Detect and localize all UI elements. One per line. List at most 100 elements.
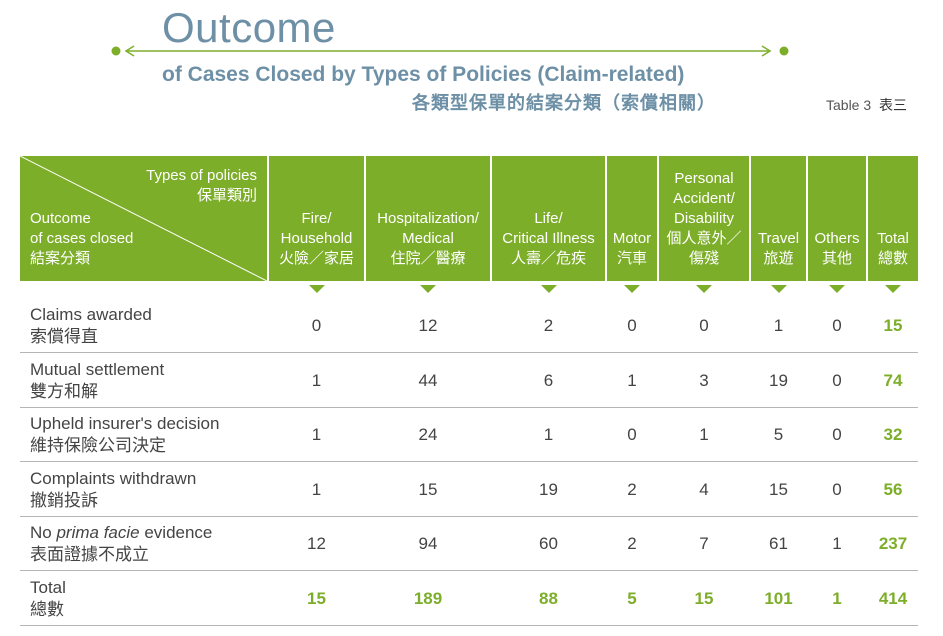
cell-fire-household: 0 [311, 316, 322, 335]
down-triangle-icon [540, 285, 557, 293]
column-header-personal-accident-zh2: 傷殘 [688, 250, 719, 267]
column-header-personal-accident-en3: Disability [673, 210, 734, 227]
cell-travel: 101 [764, 588, 793, 608]
subtitle-en: of Cases Closed by Types of Policies (Cl… [162, 63, 685, 86]
column-header-hospitalization-medical-zh: 住院／醫療 [390, 250, 466, 267]
table-ref-zh: 表三 [879, 97, 908, 113]
row-label-en: Claims awarded [30, 305, 152, 324]
column-header-life-critical-illness-zh: 人壽／危疾 [510, 250, 586, 267]
column-header-motor-en2: Motor [612, 230, 652, 247]
cell-total: 56 [883, 479, 903, 499]
down-triangle-icon [624, 285, 640, 293]
cell-total: 74 [883, 370, 903, 390]
column-header-others: Others 其他 [808, 156, 866, 281]
down-triangle-icon [308, 285, 325, 293]
column-header-motor-zh: 汽車 [616, 250, 647, 267]
row-label-en-pre: No [30, 523, 57, 542]
cell-motor: 2 [627, 479, 637, 499]
cell-total: 237 [878, 534, 908, 553]
column-header-motor: Motor 汽車 [607, 156, 657, 281]
row-label-zh: 撤銷投訴 [30, 490, 98, 510]
row-label-en: Complaints withdrawn [30, 468, 197, 488]
subtitle-zh: 各類型保單的結案分類（索償相關） [412, 93, 716, 113]
cell-travel: 19 [769, 370, 788, 390]
cell-hospitalization-medical: 12 [418, 316, 438, 335]
column-header-others-zh: 其他 [821, 250, 852, 267]
cell-personal-accident: 3 [699, 370, 709, 390]
row-label-zh: 維持保險公司決定 [30, 436, 166, 455]
cell-life-critical-illness: 6 [543, 370, 554, 390]
corner-bottom-zh: 結案分類 [30, 250, 91, 267]
table-row: Mutual settlement 雙方和解 1 44 6 1 3 19 0 74 [20, 354, 918, 408]
corner-header: Types of policies 保單類別 Outcome of cases … [20, 156, 267, 281]
cell-personal-accident: 0 [699, 316, 709, 335]
table-row: No prima facie evidence 表面證據不成立 12 94 60 2 7 61… [20, 517, 918, 571]
table-reference: Table 3 表三 [826, 96, 907, 114]
row-label-en: Total [30, 577, 66, 597]
outcome-table: Types of policies 保單類別 Outcome of cases … [20, 156, 918, 626]
row-label: Upheld insurer's decision 維持保險公司決定 [30, 413, 219, 457]
cell-others: 1 [832, 534, 842, 553]
column-header-hospitalization-medical-en1: Hospitalization/ [377, 210, 479, 227]
row-label-zh: 表面證據不成立 [30, 545, 149, 564]
cell-fire-household: 15 [307, 588, 326, 608]
row-label-zh: 總數 [30, 599, 64, 619]
row-label-zh: 索償得直 [30, 327, 98, 346]
down-triangle-icon [420, 285, 436, 293]
cell-motor: 5 [627, 588, 637, 608]
row-label-en-italic: prima facie [56, 523, 140, 542]
column-header-travel-en2: Travel [757, 230, 800, 247]
cell-life-critical-illness: 1 [543, 425, 554, 444]
corner-top-zh: 保單類別 [196, 187, 257, 204]
cell-travel: 15 [769, 479, 788, 499]
corner-top-en: Types of policies [146, 167, 257, 184]
column-header-hospitalization-medical-en2: Medical [402, 230, 454, 247]
cell-life-critical-illness: 2 [543, 316, 554, 335]
corner-bottom-en2: of cases closed [30, 230, 134, 247]
cell-hospitalization-medical: 24 [418, 425, 438, 444]
cell-personal-accident: 15 [694, 588, 714, 608]
column-header-fire-household-en2: Household [280, 230, 353, 247]
table-header: Types of policies 保單類別 Outcome of cases … [20, 156, 918, 293]
row-label-zh: 雙方和解 [30, 381, 98, 401]
column-header-life-critical-illness-en2: Critical Illness [502, 230, 595, 247]
page-title: Outcome [162, 4, 336, 51]
row-label: Complaints withdrawn 撤銷投訴 [30, 468, 196, 512]
column-header-fire-household-en1: Fire/ [301, 210, 332, 227]
diagonal-divider [20, 156, 267, 281]
cell-fire-household: 12 [307, 534, 326, 553]
column-header-personal-accident-zh: 個人意外／ [666, 230, 742, 247]
cell-life-critical-illness: 60 [539, 534, 558, 553]
cell-others: 0 [832, 370, 842, 390]
down-triangle-icon [770, 285, 787, 293]
cell-travel: 5 [773, 425, 784, 444]
row-label: No prima facie evidence 表面證據不成立 [30, 522, 212, 566]
table-row: Claims awarded 索償得直 0 12 2 0 0 1 0 15 [20, 299, 918, 353]
cell-total: 414 [878, 588, 908, 608]
cell-travel: 1 [773, 316, 784, 335]
column-header-hospitalization-medical: Hospitalization/Medical 住院／醫療 [366, 156, 490, 281]
cell-fire-household: 1 [311, 370, 322, 390]
table-ref-en: Table 3 [826, 97, 872, 113]
column-header-total-zh: 總數 [877, 250, 908, 267]
cell-others: 0 [832, 479, 842, 499]
column-header-fire-household: Fire/Household 火險／家居 [269, 156, 364, 281]
column-header-personal-accident-en2: Accident/ [673, 190, 735, 207]
down-triangle-icon [696, 285, 712, 293]
cell-total: 32 [883, 425, 903, 444]
cell-motor: 1 [627, 370, 637, 390]
row-label: Total 總數 [30, 577, 66, 621]
cell-total: 15 [883, 316, 903, 335]
cell-life-critical-illness: 19 [539, 479, 558, 499]
table-row: Total 總數 15 189 88 5 15 101 1 414 [20, 572, 918, 626]
row-label-en: Mutual settlement [30, 359, 165, 379]
cell-motor: 0 [627, 316, 637, 335]
cell-fire-household: 1 [311, 479, 322, 499]
corner-top-label: Types of policies 保單類別 [146, 166, 257, 206]
cell-fire-household: 1 [311, 425, 322, 444]
down-triangle-icon [829, 285, 845, 293]
cell-personal-accident: 4 [699, 479, 709, 499]
column-header-travel-zh: 旅遊 [763, 250, 794, 267]
column-header-fire-household-zh: 火險／家居 [278, 250, 354, 267]
cell-others: 0 [832, 316, 842, 335]
